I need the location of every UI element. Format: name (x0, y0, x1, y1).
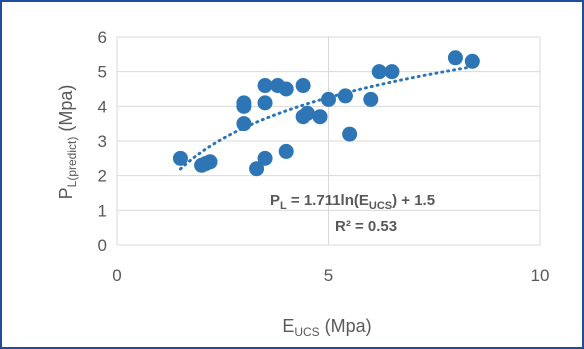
data-point (321, 91, 336, 107)
data-point (447, 50, 463, 66)
y-tick-label: 4 (98, 97, 107, 116)
y-tick-label: 3 (98, 132, 107, 151)
data-point (371, 64, 387, 80)
data-point (363, 91, 379, 107)
data-point (257, 150, 273, 166)
y-tick-label: 5 (98, 63, 107, 82)
y-tick-labels: 0 1 2 3 4 5 6 (98, 28, 107, 255)
data-point (257, 95, 273, 111)
x-tick-labels: 0 5 10 (112, 266, 549, 285)
data-point (337, 88, 353, 104)
data-point (249, 161, 265, 177)
data-point (278, 81, 294, 97)
y-tick-label: 0 (98, 236, 107, 255)
data-point (299, 105, 315, 121)
x-tick-label: 0 (112, 266, 121, 285)
data-point (236, 116, 252, 132)
y-tick-label: 6 (98, 28, 107, 47)
r-squared-label: R² = 0.53 (335, 218, 397, 235)
y-tick-label: 1 (98, 201, 107, 220)
data-point (172, 150, 188, 166)
x-axis-title: EUCS (Mpa) (282, 316, 371, 339)
data-point (202, 154, 218, 170)
data-point (384, 64, 400, 80)
data-point (342, 126, 358, 142)
data-points (172, 50, 480, 177)
data-point (257, 78, 273, 94)
trendline-equation: PL = 1.711ln(EUCS) + 1.5 (270, 192, 435, 212)
data-point (464, 53, 480, 69)
data-point (295, 78, 311, 94)
data-point (236, 95, 252, 111)
y-axis-title: PL(predict) (Mpa) (56, 85, 79, 200)
y-tick-label: 2 (98, 167, 107, 186)
grid-lines (116, 36, 541, 246)
data-point (312, 109, 328, 125)
x-tick-label: 5 (324, 266, 333, 285)
x-tick-label: 10 (531, 266, 550, 285)
data-point (278, 143, 294, 159)
trendline (178, 64, 479, 171)
